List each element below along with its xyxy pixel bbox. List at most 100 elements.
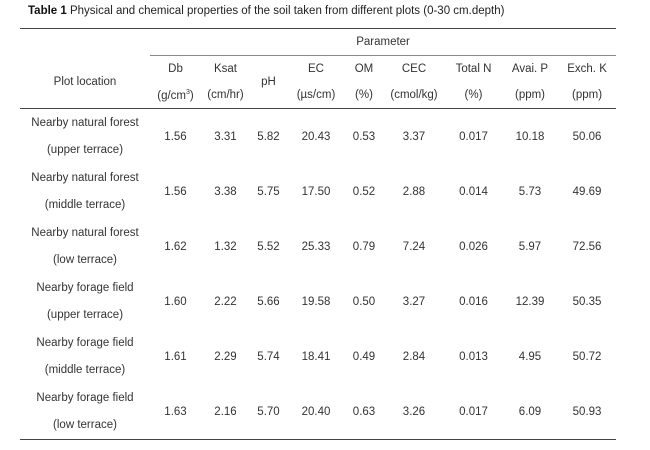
column-unit: (%) <box>464 89 483 101</box>
value-cell: 12.39 <box>515 295 545 308</box>
plot-location-cell: Nearby forage field (upper terrace) <box>20 274 150 329</box>
value-cell: 0.026 <box>459 240 488 253</box>
value-cell: 5.52 <box>257 240 280 253</box>
value-cell: 0.50 <box>352 295 376 308</box>
soil-properties-table: Parameter Plot location Db Ksat pH EC OM… <box>20 28 617 440</box>
value-cell: 19.58 <box>301 295 331 308</box>
value-cell: 4.95 <box>518 350 542 363</box>
value-cell: 20.40 <box>301 405 331 418</box>
column-unit: (cmol/kg) <box>390 89 438 101</box>
value-cell: 50.06 <box>572 130 602 143</box>
plot-location-terrace: (upper terrace) <box>46 143 124 156</box>
column-header: Total N <box>455 63 492 75</box>
table-row: Nearby natural forest (low terrace) 1.62 1.… <box>20 219 616 274</box>
value-cell: 72.56 <box>572 240 602 253</box>
value-cell: 0.017 <box>459 405 488 418</box>
value-cell: 3.38 <box>214 185 237 198</box>
value-cell: 1.56 <box>164 130 187 143</box>
plot-location-terrace: (upper terrace) <box>46 308 124 321</box>
value-cell: 1.60 <box>164 295 187 308</box>
value-cell: 0.017 <box>459 130 488 143</box>
column-unit: (ppm) <box>572 89 603 101</box>
value-cell: 3.31 <box>214 130 237 143</box>
column-header: Exch. K <box>567 63 607 75</box>
value-cell: 50.72 <box>572 350 602 363</box>
column-header: CEC <box>401 63 427 75</box>
value-cell: 1.32 <box>214 240 237 253</box>
value-cell: 20.43 <box>301 130 331 143</box>
value-cell: 2.88 <box>402 185 426 198</box>
value-cell: 1.61 <box>164 350 187 363</box>
value-cell: 3.27 <box>402 295 426 308</box>
plot-location-terrace: (middle terrace) <box>44 363 126 376</box>
plot-location-cell: Nearby forage field (middle terrace) <box>20 329 150 384</box>
value-cell: 5.66 <box>257 295 280 308</box>
value-cell: 25.33 <box>301 240 331 253</box>
table-caption: Table 1 Physical and chemical properties… <box>28 5 504 17</box>
column-name-row: Plot location Db Ksat pH EC OM CEC Total… <box>20 56 616 88</box>
value-cell: 2.16 <box>214 405 237 418</box>
value-cell: 2.84 <box>402 350 426 363</box>
plot-location-terrace: (low terrace) <box>53 253 117 266</box>
column-unit-row: (g/cm3) (cm/hr) (µs/cm) (%) (cmol/kg) (%… <box>20 82 617 109</box>
value-cell: 10.18 <box>515 130 545 143</box>
value-cell: 0.016 <box>459 295 488 308</box>
value-cell: 1.56 <box>164 185 187 198</box>
value-cell: 2.22 <box>214 295 237 308</box>
table-label: Table 1 <box>28 5 67 17</box>
column-unit: (cm/hr) <box>207 89 244 101</box>
value-cell: 18.41 <box>301 350 331 363</box>
value-cell: 17.50 <box>301 185 331 198</box>
value-cell: 3.37 <box>402 130 426 143</box>
plot-location-name: Nearby forage field <box>36 281 134 294</box>
value-cell: 1.63 <box>164 405 187 418</box>
plot-location-cell: Nearby forage field (low terrace) <box>20 384 150 440</box>
value-cell: 0.014 <box>459 185 488 198</box>
value-cell: 0.52 <box>352 185 376 198</box>
plot-location-header: Plot location <box>53 75 117 88</box>
column-header: Db <box>168 63 183 75</box>
value-cell: 50.35 <box>572 295 602 308</box>
column-header: EC <box>308 63 324 75</box>
plot-location-name: Nearby natural forest <box>31 226 139 239</box>
column-header: Ksat <box>213 63 237 75</box>
table-row: Nearby natural forest (middle terrace) 1.5… <box>20 164 616 219</box>
value-cell: 3.26 <box>402 405 426 418</box>
plot-location-name: Nearby natural forest <box>31 116 139 129</box>
parameter-header-row: Parameter <box>20 28 617 56</box>
plot-location-cell: Nearby natural forest (upper terrace) <box>20 109 150 165</box>
column-header: Avai. P <box>511 63 549 75</box>
value-cell: 0.013 <box>459 350 488 363</box>
column-unit: (g/cm3) <box>157 88 194 102</box>
table-title: Physical and chemical properties of the … <box>69 5 505 17</box>
column-unit: (ppm) <box>514 89 546 101</box>
parameter-group-header: Parameter <box>150 28 617 56</box>
value-cell: 6.09 <box>518 405 542 418</box>
value-cell: 50.93 <box>572 405 602 418</box>
column-header: pH <box>261 76 276 88</box>
value-cell: 0.49 <box>352 350 376 363</box>
table-row: Nearby forage field (low terrace) 1.63 2.16… <box>20 384 617 440</box>
column-header: OM <box>354 63 374 75</box>
plot-location-name: Nearby forage field <box>36 391 134 404</box>
plot-location-terrace: (middle terrace) <box>44 198 126 211</box>
value-cell: 5.70 <box>257 405 280 418</box>
value-cell: 0.63 <box>352 405 376 418</box>
plot-location-name: Nearby natural forest <box>31 171 139 184</box>
value-cell: 2.29 <box>214 350 237 363</box>
value-cell: 5.74 <box>257 350 280 363</box>
column-unit: (µs/cm) <box>296 89 336 101</box>
value-cell: 7.24 <box>402 240 426 253</box>
value-cell: 5.73 <box>518 185 542 198</box>
value-cell: 0.79 <box>352 240 376 253</box>
plot-location-name: Nearby forage field <box>36 336 134 349</box>
table-row: Nearby natural forest (upper terrace) 1.56… <box>20 109 616 165</box>
table-row: Nearby forage field (upper terrace) 1.60 2.… <box>20 274 616 329</box>
value-cell: 1.62 <box>164 240 187 253</box>
plot-location-terrace: (low terrace) <box>53 418 117 431</box>
value-cell: 0.53 <box>352 130 376 143</box>
column-unit: (%) <box>355 89 373 101</box>
plot-location-cell: Nearby natural forest (low terrace) <box>20 219 150 274</box>
value-cell: 5.82 <box>257 130 280 143</box>
value-cell: 5.97 <box>518 240 542 253</box>
